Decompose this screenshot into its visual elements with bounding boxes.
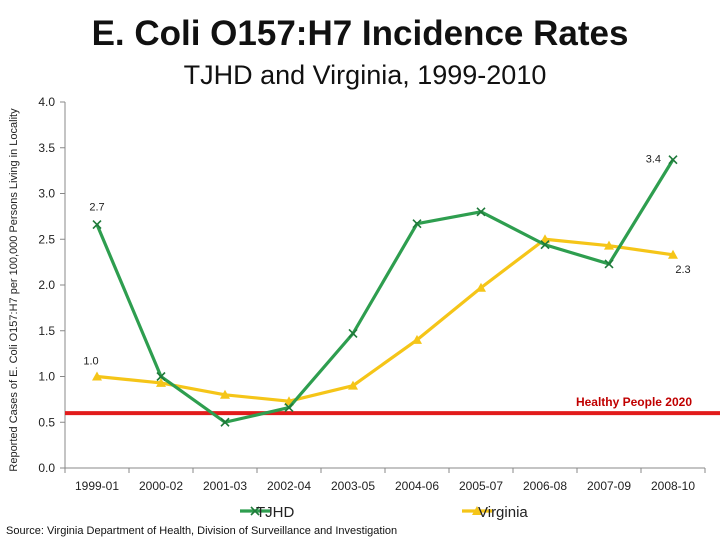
x-tick-label: 2002-04 xyxy=(267,479,311,493)
x-tick-label: 2003-05 xyxy=(331,479,375,493)
data-point-virginia xyxy=(220,389,230,399)
data-point-virginia xyxy=(476,282,486,292)
data-label: 1.0 xyxy=(83,356,98,368)
y-tick-label: 4.0 xyxy=(38,95,55,109)
x-tick-label: 2008-10 xyxy=(651,479,695,493)
x-tick-label: 2000-02 xyxy=(139,479,183,493)
data-point-tjhd xyxy=(476,207,486,217)
x-tick-label: 1999-01 xyxy=(75,479,119,493)
source-note: Source: Virginia Department of Health, D… xyxy=(6,525,398,537)
data-label: 3.4 xyxy=(646,154,661,166)
chart-title: E. Coli O157:H7 Incidence Rates xyxy=(91,14,629,53)
y-tick-label: 1.0 xyxy=(38,370,55,384)
y-tick-label: 0.0 xyxy=(38,461,55,475)
x-tick-label: 2001-03 xyxy=(203,479,247,493)
data-point-tjhd xyxy=(156,371,166,382)
data-point-tjhd xyxy=(92,220,102,230)
legend-marker-tjhd xyxy=(250,506,260,516)
y-tick-label: 3.0 xyxy=(38,187,55,201)
data-point-tjhd xyxy=(348,328,358,339)
data-point-tjhd xyxy=(412,219,422,229)
data-point-tjhd xyxy=(220,417,230,427)
data-point-virginia xyxy=(348,380,358,390)
series-line-virginia xyxy=(96,237,674,403)
series-line-tjhd xyxy=(95,158,675,424)
data-label: 2.3 xyxy=(675,264,690,276)
data-point-tjhd xyxy=(284,403,294,413)
data-point-virginia xyxy=(92,371,102,381)
legend-marker-virginia xyxy=(472,506,482,515)
x-tick-label: 2006-08 xyxy=(523,479,567,493)
y-tick-label: 1.5 xyxy=(38,324,55,338)
y-tick-label: 2.0 xyxy=(38,278,55,292)
y-tick-label: 0.5 xyxy=(38,415,55,429)
data-label: 2.7 xyxy=(89,202,104,214)
data-point-virginia xyxy=(604,240,614,250)
healthy-people-2020-label: Healthy People 2020 xyxy=(576,395,692,409)
data-point-virginia xyxy=(412,334,422,344)
data-point-virginia xyxy=(156,377,166,387)
data-point-tjhd xyxy=(540,240,550,250)
y-tick-label: 2.5 xyxy=(38,232,55,246)
data-point-tjhd xyxy=(604,259,614,269)
x-tick-label: 2004-06 xyxy=(395,479,439,493)
chart-subtitle: TJHD and Virginia, 1999-2010 xyxy=(183,60,547,90)
legend-label-virginia: Virginia xyxy=(478,504,528,521)
x-tick-label: 2007-09 xyxy=(587,479,631,493)
legend-label-tjhd: TJHD xyxy=(256,504,294,521)
data-point-virginia xyxy=(668,249,678,259)
data-point-virginia xyxy=(540,234,550,244)
x-tick-label: 2005-07 xyxy=(459,479,503,493)
data-point-tjhd xyxy=(668,155,678,165)
y-tick-label: 3.5 xyxy=(38,141,55,155)
